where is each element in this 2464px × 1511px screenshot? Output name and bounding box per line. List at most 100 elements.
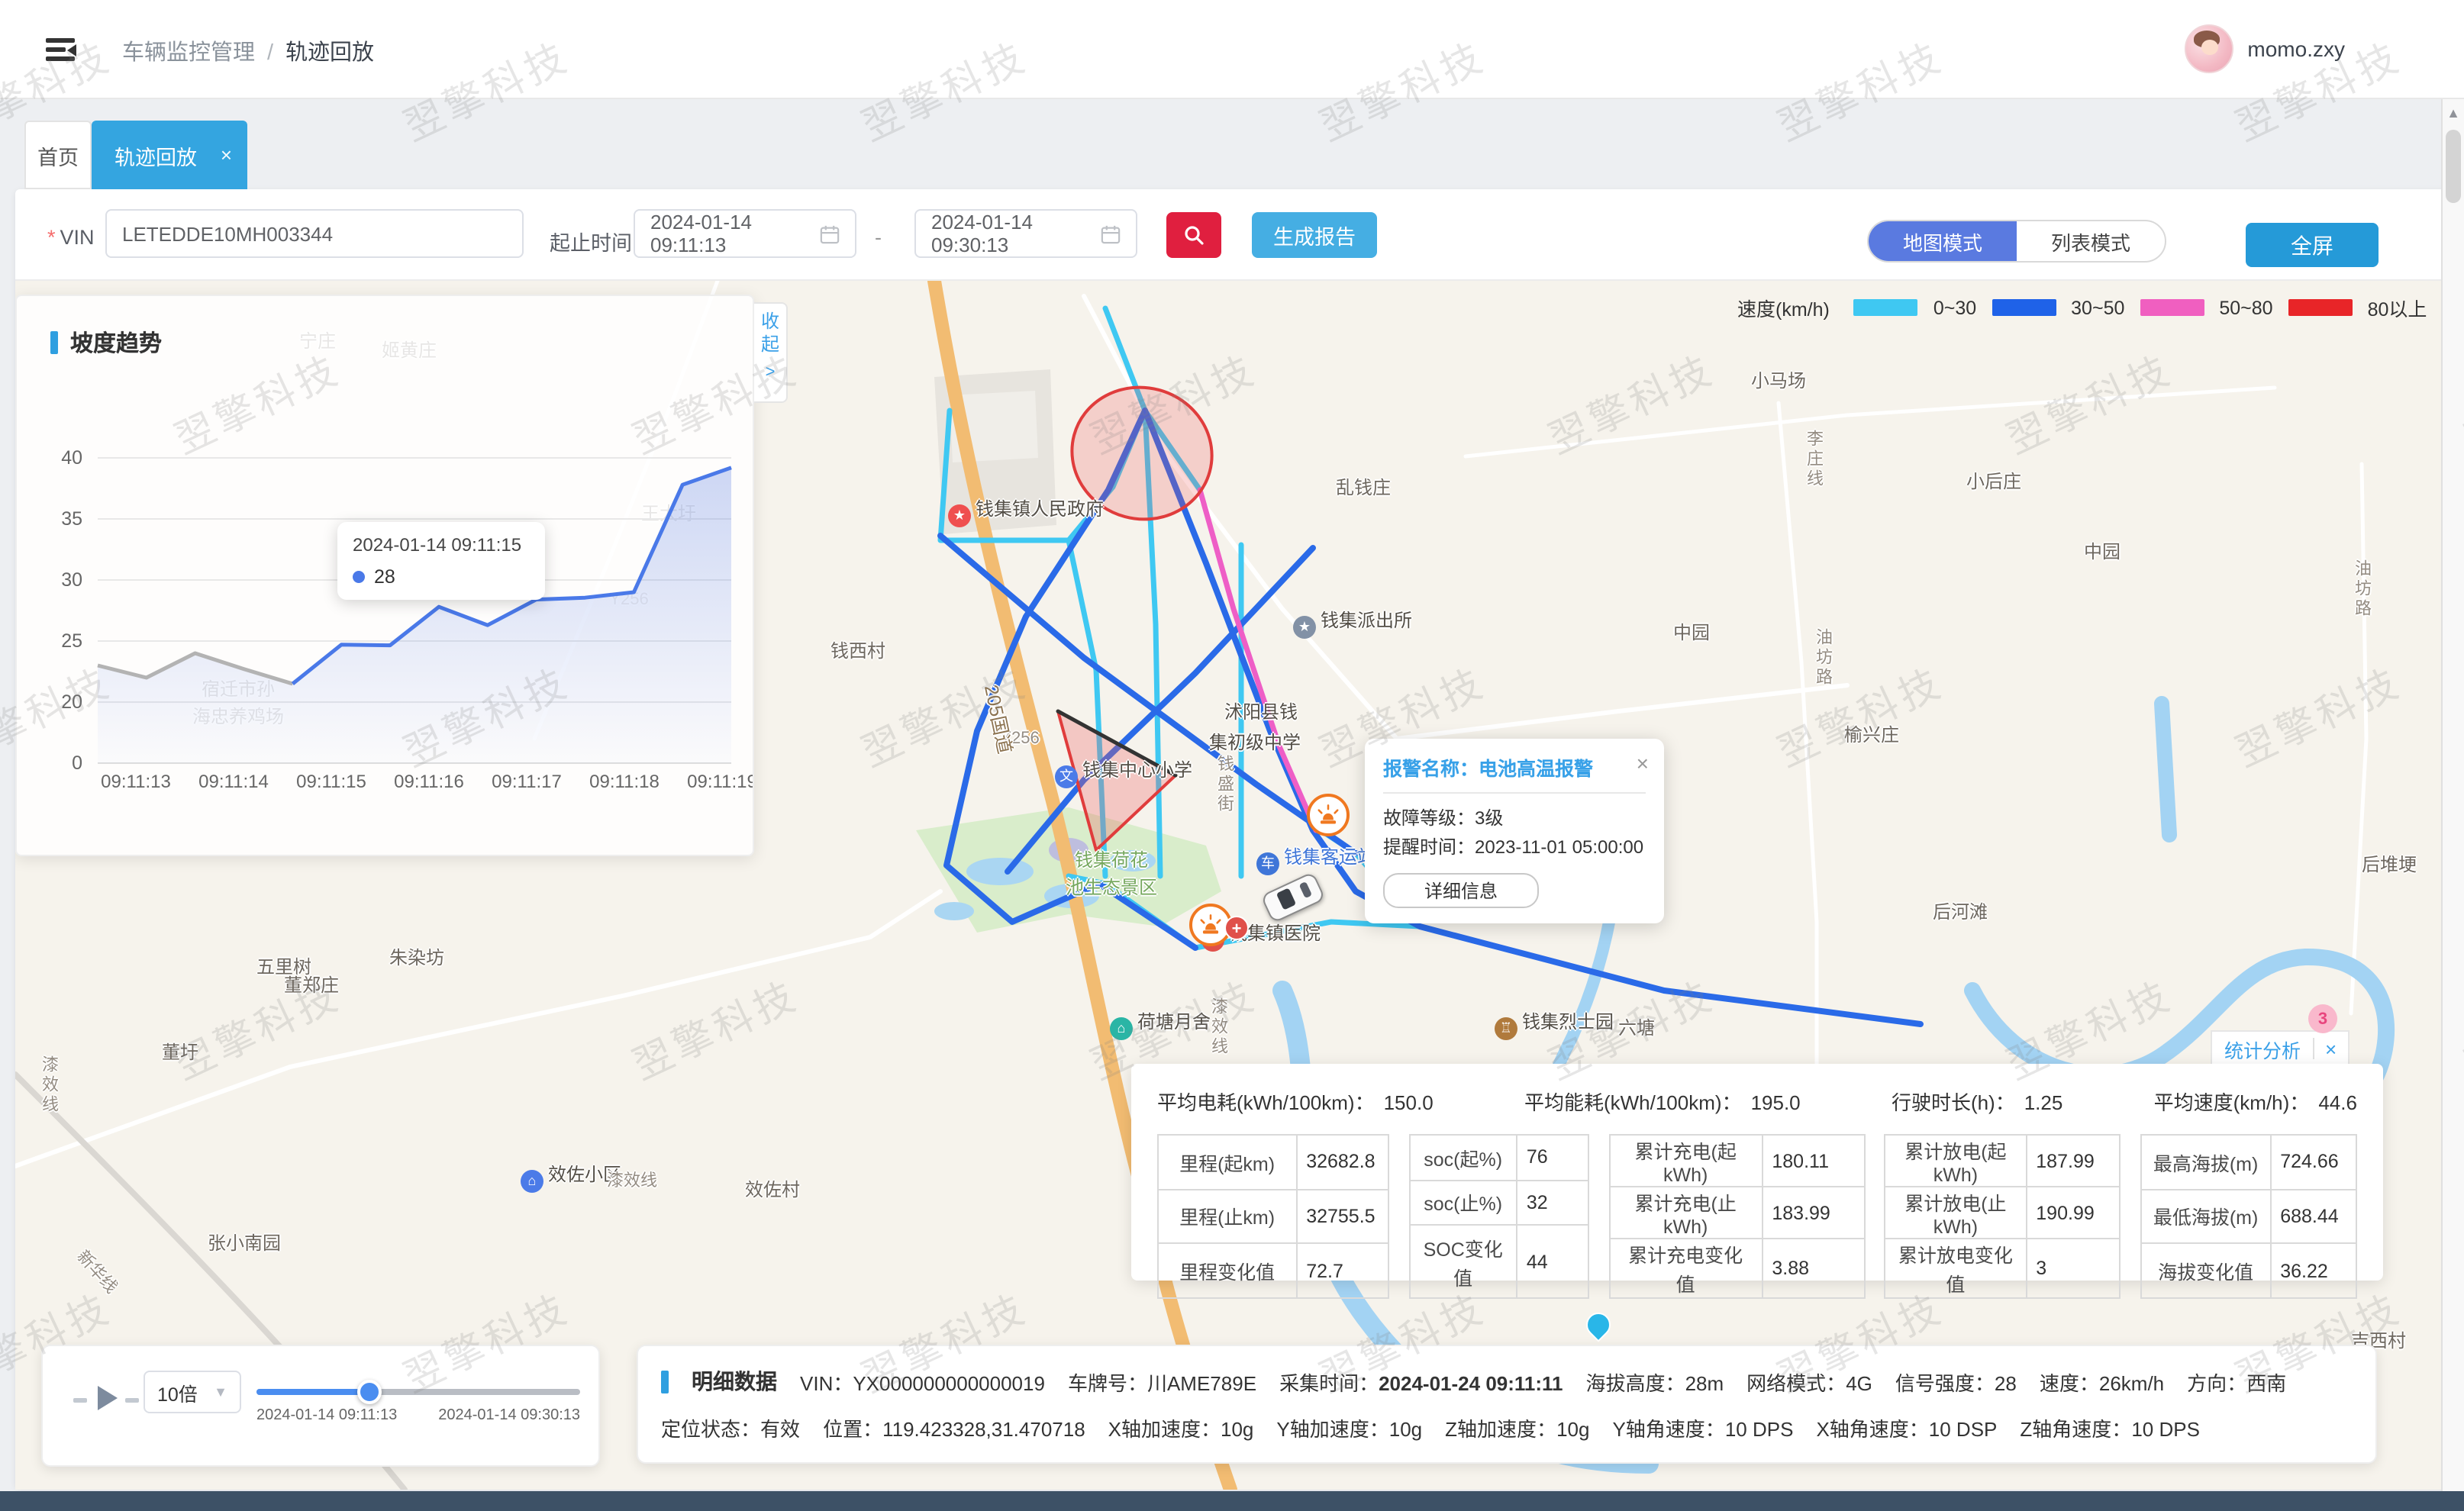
svg-text:0: 0	[72, 752, 82, 774]
table-row: soc(起%) 76	[1408, 1134, 1589, 1181]
bus-icon: 车	[1256, 852, 1279, 875]
close-icon[interactable]: ×	[2325, 1037, 2337, 1060]
map-label: ⌂ 荷塘月舍	[1109, 1008, 1211, 1040]
breadcrumb-page: 轨迹回放	[285, 41, 375, 66]
table-row: 累计放电(止kWh) 190.99	[1884, 1186, 2121, 1239]
map-label: 后河滩	[1932, 901, 1988, 923]
legend-swatch	[2288, 299, 2353, 316]
detail-field: 海拔高度：28m	[1585, 1371, 1724, 1394]
table-row: 累计充电(起kWh) 180.11	[1608, 1134, 1865, 1187]
menu-collapse-icon[interactable]	[46, 38, 76, 61]
bottom-scrollbar[interactable]	[0, 1491, 2464, 1511]
map-label: 董郑庄	[283, 975, 340, 996]
generate-report-button[interactable]: 生成报告	[1252, 212, 1377, 258]
table-row: 累计放电(起kWh) 187.99	[1884, 1134, 2121, 1187]
start-time-input[interactable]: 2024-01-14 09:11:13	[634, 209, 856, 258]
vertical-scrollbar[interactable]: ▲	[2441, 99, 2464, 1491]
map-label: 朱染坊	[389, 947, 445, 968]
map-label: 中园	[2083, 541, 2121, 562]
map-canvas[interactable]: 宁庄姬黄庄王大圩宿迁市孙海忠养鸡场Y256Y256★钱集镇人民政府乱钱庄★钱集派…	[15, 279, 2449, 1490]
map-label: ★ 钱集派出所	[1292, 607, 1412, 639]
playback-start-time: 2024-01-14 09:11:13	[256, 1407, 398, 1424]
close-icon[interactable]: ×	[1636, 751, 1649, 775]
map-label: 漆效线	[1209, 997, 1227, 1057]
alarm-marker-icon[interactable]	[1307, 794, 1350, 836]
map-label: ♖ 钱集烈士园	[1494, 1008, 1614, 1040]
scroll-up-icon[interactable]: ▲	[2446, 105, 2460, 121]
tab-home[interactable]: 首页	[24, 121, 92, 189]
map-label: 钱盛街	[1215, 755, 1234, 814]
svg-text:09:11:14: 09:11:14	[198, 772, 269, 792]
svg-text:09:11:18: 09:11:18	[589, 772, 660, 792]
legend-label: 0~30	[1933, 297, 1977, 318]
table-row: 累计放电变化值 3	[1884, 1238, 2121, 1299]
chevron-down-icon: ▼	[214, 1384, 227, 1400]
detail-field: X轴角速度：10 DSP	[1816, 1417, 1998, 1440]
chart-title: 坡度趋势	[50, 327, 162, 359]
fullscreen-button[interactable]: 全屏	[2246, 223, 2379, 267]
map-label: 油坊路	[1814, 628, 1832, 688]
playback-end-time: 2024-01-14 09:30:13	[438, 1407, 580, 1424]
svg-text:20: 20	[61, 691, 82, 713]
map-label: 漆效线	[607, 1172, 657, 1190]
user-menu[interactable]: momo.zxy	[2185, 24, 2345, 73]
detail-field: 速度：26km/h	[2039, 1371, 2165, 1394]
collapse-chart-button[interactable]: 收起 >	[754, 302, 788, 403]
list-mode-button[interactable]: 列表模式	[2050, 231, 2130, 254]
map-label: 乱钱庄	[1335, 477, 1392, 498]
svg-text:09:11:17: 09:11:17	[492, 772, 562, 792]
stat-item: 平均电耗(kWh/100km)： 150.0	[1157, 1091, 1434, 1114]
speed-legend-title: 速度(km/h)	[1737, 299, 1830, 321]
top-navbar: 车辆监控管理 / 轨迹回放 momo.zxy	[0, 0, 2464, 99]
playback-speed-select[interactable]: 10倍 ▼	[144, 1371, 241, 1413]
table-row: 累计充电变化值 3.88	[1608, 1238, 1865, 1299]
detail-field: X轴加速度：10g	[1108, 1417, 1254, 1440]
map-label: 沭阳县钱	[1224, 701, 1298, 723]
scrollbar-thumb[interactable]	[2446, 130, 2461, 203]
map-label: 六塘	[1617, 1017, 1656, 1039]
map-label: 效佐村	[744, 1179, 801, 1200]
legend-swatch	[1853, 299, 1918, 316]
play-button[interactable]	[98, 1386, 118, 1410]
table-row: 里程变化值 72.7	[1157, 1242, 1390, 1299]
legend-label: 50~80	[2219, 297, 2273, 318]
statistics-tab-label[interactable]: 统计分析	[2224, 1040, 2301, 1062]
slider-progress	[256, 1389, 370, 1395]
map-label: Y256	[1000, 730, 1040, 748]
alarm-detail-button[interactable]: 详细信息	[1383, 873, 1539, 908]
speed-legend: 速度(km/h) 0~30 30~50 50~80 80以上	[1737, 293, 2427, 322]
detail-field: 网络模式：4G	[1746, 1371, 1872, 1394]
avatar[interactable]	[2185, 24, 2234, 73]
table-row: 最高海拔(m) 724.66	[2140, 1134, 2358, 1190]
alarm-name: 报警名称：电池高温报警	[1383, 759, 1594, 780]
table-row: 最低海拔(m) 688.44	[2140, 1188, 2358, 1245]
slider-thumb[interactable]	[357, 1380, 382, 1404]
map-label: 集初级中学	[1208, 732, 1301, 753]
map-label: 张小南园	[207, 1232, 282, 1254]
search-button[interactable]	[1166, 212, 1221, 258]
map-label: 榆兴庄	[1843, 724, 1900, 746]
map-label: 池生态景区	[1065, 877, 1158, 898]
detail-title: 明细数据	[692, 1369, 777, 1393]
legend-swatch	[1992, 299, 2056, 316]
tab-trajectory-playback[interactable]: 轨迹回放 ×	[92, 121, 247, 189]
statistics-panel: 平均电耗(kWh/100km)： 150.0 平均能耗(kWh/100km)： 195…	[1131, 1064, 2383, 1299]
vin-input[interactable]: LETEDDE10MH003344	[105, 209, 524, 258]
stat-group-table: 最高海拔(m) 724.66 最低海拔(m) 688.44 海拔变化值 36.22	[2140, 1134, 2358, 1299]
legend-label: 80以上	[2367, 299, 2427, 321]
map-mode-button[interactable]: 地图模式	[1869, 221, 2017, 261]
step-back-icon[interactable]	[73, 1398, 87, 1402]
chevron-right-icon: >	[765, 363, 776, 382]
breadcrumb-module[interactable]: 车辆监控管理	[122, 41, 255, 66]
step-forward-icon[interactable]	[125, 1398, 139, 1402]
tab-label: 轨迹回放	[114, 146, 197, 169]
svg-text:35: 35	[61, 508, 82, 530]
close-icon[interactable]: ×	[220, 143, 232, 166]
end-time-input[interactable]: 2024-01-14 09:30:13	[914, 209, 1137, 258]
playback-slider[interactable]	[256, 1380, 580, 1404]
statistics-tab: 统计分析 ×	[2211, 1030, 2350, 1067]
table-row: 海拔变化值 36.22	[2140, 1242, 2358, 1299]
statistics-table: 里程(起km) 32682.8 里程(止km) 32755.5 里程变化值 72.7 soc…	[1157, 1134, 2358, 1299]
svg-text:25: 25	[61, 630, 82, 652]
